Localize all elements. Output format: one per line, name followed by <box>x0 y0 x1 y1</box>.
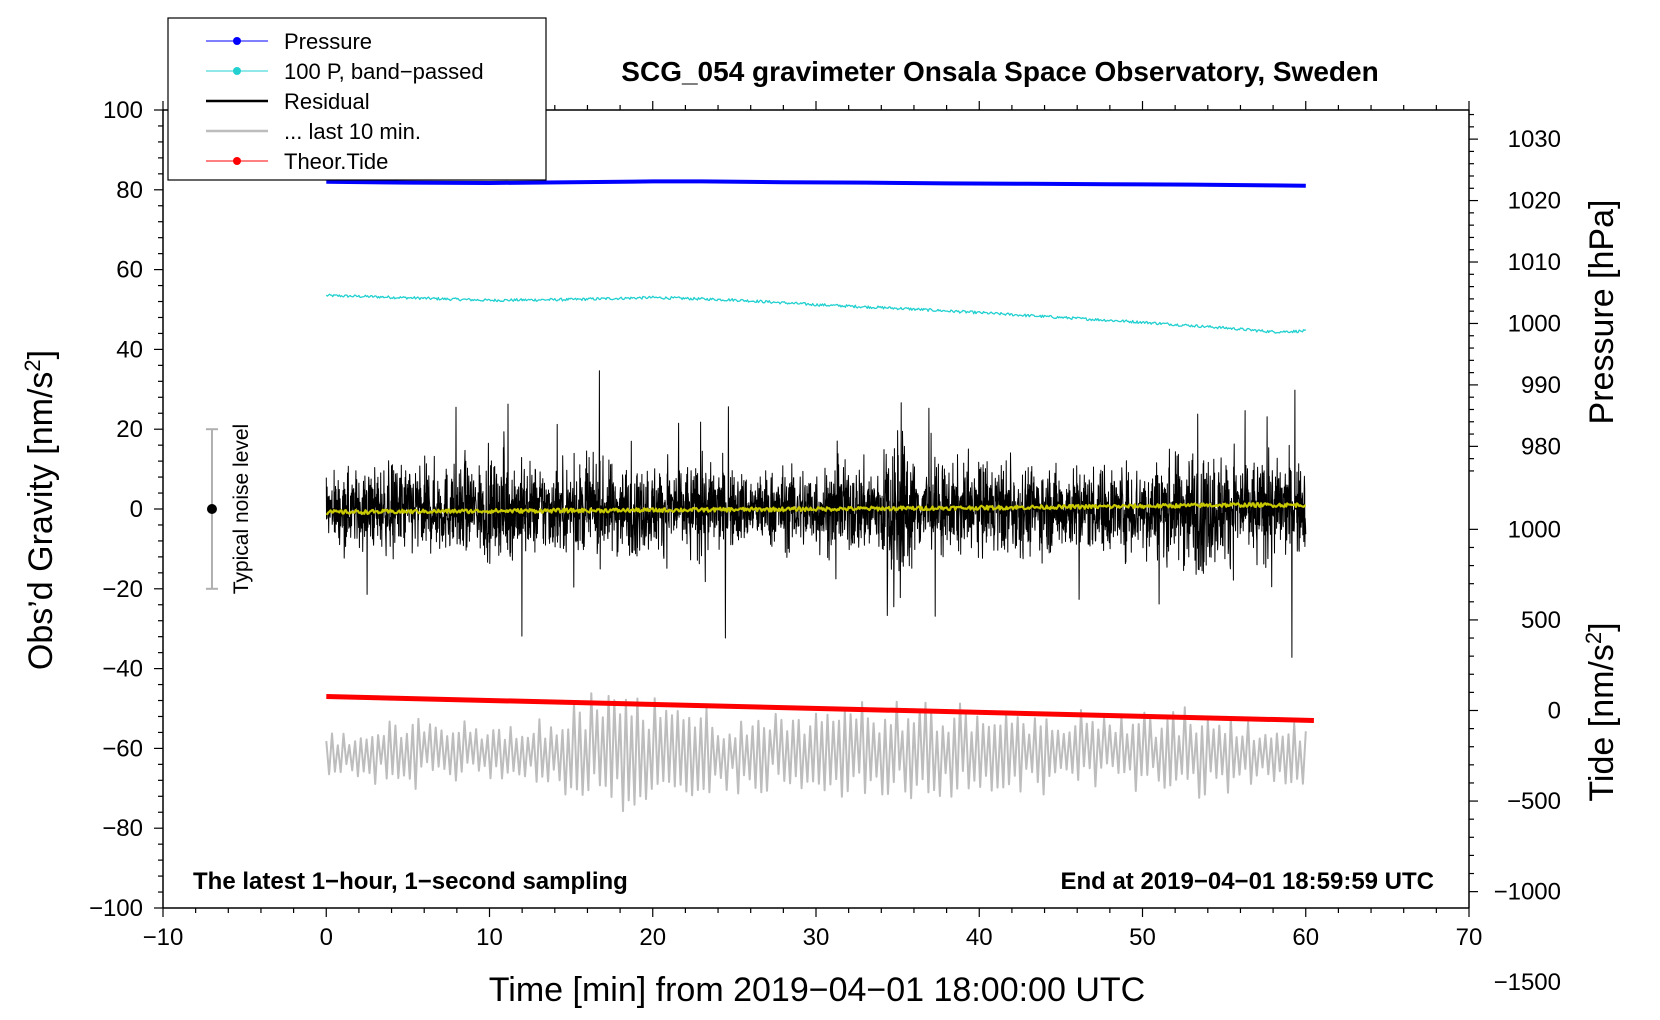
pressure-axis-label: Pressure [hPa] <box>1583 200 1621 425</box>
pressure-tick-label: 1010 <box>1508 249 1561 276</box>
pressure-tick-label: 1030 <box>1508 126 1561 153</box>
legend-label: Residual <box>284 89 370 114</box>
y-tick-label: −100 <box>89 895 143 922</box>
legend-marker <box>233 157 241 165</box>
y-tick-label: −60 <box>102 735 143 762</box>
noise-bar-label: Typical noise level <box>230 424 253 594</box>
x-tick-label: −10 <box>143 924 184 951</box>
data-layer <box>325 179 1314 813</box>
legend: Pressure 100 P, band−passed Residual ... la… <box>167 17 547 181</box>
end-time-note: End at 2019−04−01 18:59:59 UTC <box>1060 868 1434 895</box>
legend-label: Theor.Tide <box>284 149 388 174</box>
tide-tick-label: −1000 <box>1494 879 1561 906</box>
y-tick-label: −40 <box>102 656 143 683</box>
pressure-tick-label: 1000 <box>1508 310 1561 337</box>
y-tick-label: 60 <box>116 257 143 284</box>
tide-axis-label: Tide [nm/s2] <box>1581 622 1621 801</box>
sampling-note: The latest 1−hour, 1−second sampling <box>193 868 628 895</box>
pressure-tick-label: 990 <box>1521 372 1561 399</box>
y-tick-label: 40 <box>116 336 143 363</box>
series--last-10-min- <box>325 692 1307 813</box>
tide-tick-label: 0 <box>1548 697 1561 724</box>
series-100-p-band-passed <box>325 293 1307 334</box>
y-tick-label: 20 <box>116 416 143 443</box>
y-axis-label: Obs’d Gravity [nm/s2] <box>20 350 60 670</box>
chart-title: SCG_054 gravimeter Onsala Space Observat… <box>621 56 1378 87</box>
y-tick-label: 80 <box>116 177 143 204</box>
legend-box <box>167 17 547 181</box>
y-tick-label: −20 <box>102 576 143 603</box>
x-tick-label: 20 <box>639 924 666 951</box>
legend-label: ... last 10 min. <box>284 119 421 144</box>
legend-label: 100 P, band−passed <box>284 59 484 84</box>
noise-bar-dot <box>206 504 217 514</box>
tide-tick-label: 1000 <box>1508 516 1561 543</box>
series-residual-smoothed- <box>325 502 1307 516</box>
series-theor-tide <box>326 694 1314 723</box>
x-tick-label: 0 <box>320 924 333 951</box>
x-tick-label: 60 <box>1292 924 1319 951</box>
pressure-tick-label: 980 <box>1521 433 1561 460</box>
x-tick-label: 50 <box>1129 924 1156 951</box>
legend-marker <box>233 37 241 45</box>
pressure-tick-label: 1020 <box>1508 188 1561 215</box>
y-tick-label: 0 <box>130 496 143 523</box>
noise-level-indicator: Typical noise level <box>205 424 253 594</box>
x-tick-label: 30 <box>803 924 830 951</box>
tide-tick-label: −1500 <box>1494 969 1561 996</box>
y-tick-label: −80 <box>102 815 143 842</box>
tide-tick-label: −500 <box>1507 788 1561 815</box>
axes-layer: −10 0 10 20 30 40 50 60 70100806040200−20−40−60−… <box>89 97 1561 996</box>
legend-marker <box>233 67 241 75</box>
series-residual <box>325 370 1307 658</box>
series-pressure <box>326 179 1306 188</box>
y-tick-label: 100 <box>103 97 143 124</box>
x-tick-label: 40 <box>966 924 993 951</box>
x-tick-label: 10 <box>476 924 503 951</box>
legend-label: Pressure <box>284 29 372 54</box>
tide-tick-label: 500 <box>1521 607 1561 634</box>
x-axis-label: Time [min] from 2019−04−01 18:00:00 UTC <box>489 971 1145 1009</box>
x-tick-label: 70 <box>1456 924 1483 951</box>
